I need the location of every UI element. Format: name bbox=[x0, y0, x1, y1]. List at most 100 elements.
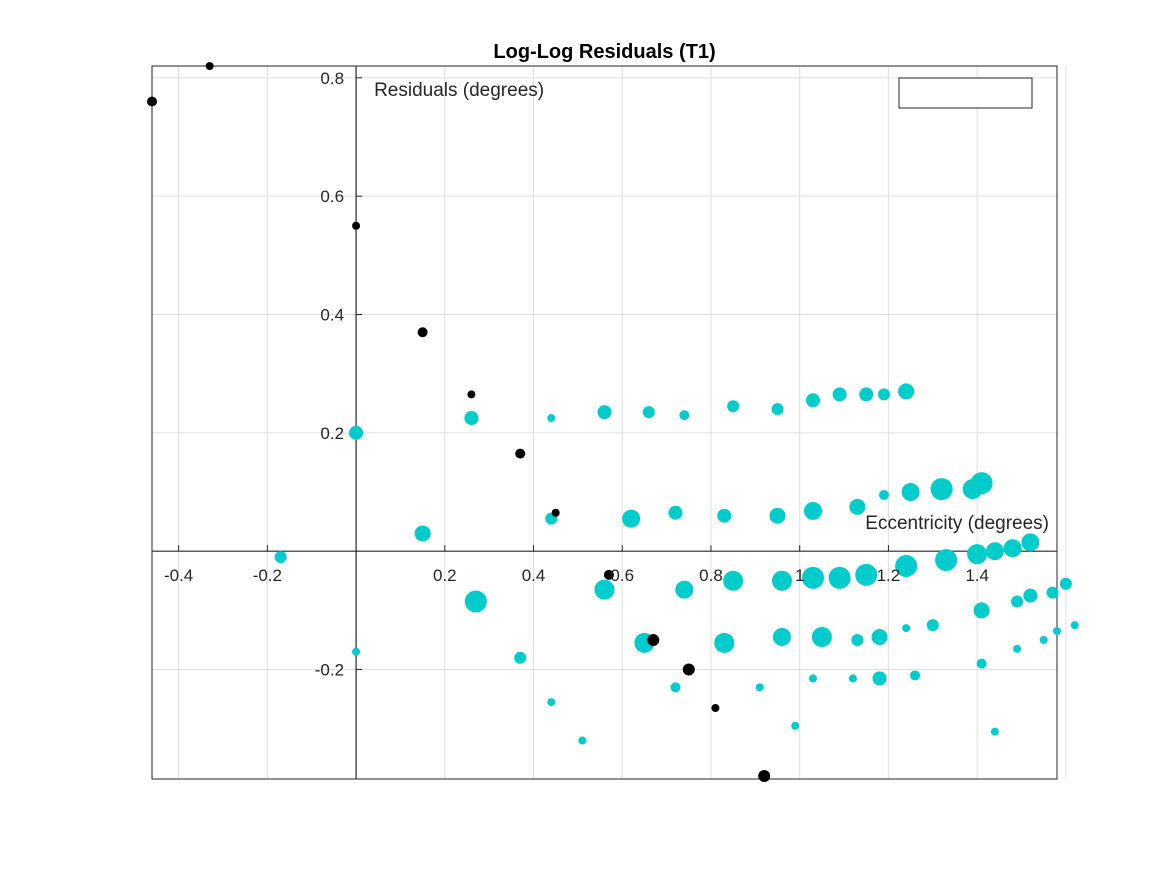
cyan-data-point bbox=[547, 414, 556, 423]
black-data-point bbox=[551, 508, 560, 517]
cyan-data-point bbox=[464, 411, 479, 426]
cyan-data-point bbox=[349, 425, 364, 440]
cyan-data-point bbox=[811, 626, 832, 647]
y-tick-label: 0.4 bbox=[320, 306, 344, 325]
black-data-point bbox=[603, 569, 614, 580]
cyan-data-point bbox=[848, 674, 857, 683]
cyan-data-point bbox=[514, 651, 527, 664]
cyan-data-point bbox=[832, 387, 847, 402]
black-data-point bbox=[205, 62, 214, 70]
cyan-data-point bbox=[930, 478, 953, 501]
data-points bbox=[147, 62, 1079, 783]
cyan-data-point bbox=[771, 403, 784, 416]
cyan-data-point bbox=[1039, 635, 1048, 644]
y-tick-label: 0.8 bbox=[320, 69, 344, 88]
black-data-point bbox=[682, 663, 695, 676]
cyan-data-point bbox=[414, 525, 431, 542]
black-data-point bbox=[467, 390, 476, 399]
cyan-data-point bbox=[804, 501, 823, 520]
cyan-data-point bbox=[464, 590, 487, 613]
cyan-data-point bbox=[714, 632, 735, 653]
x-tick-label: 0.8 bbox=[699, 566, 723, 585]
cyan-data-point bbox=[970, 472, 993, 495]
cyan-data-point bbox=[772, 627, 791, 646]
y-tick-label: 0.6 bbox=[320, 187, 344, 206]
black-data-point bbox=[711, 703, 720, 712]
cyan-data-point bbox=[828, 566, 851, 589]
x-axis-label: Eccentricity (degrees) bbox=[865, 513, 1049, 534]
x-tick-label: 1.2 bbox=[877, 566, 901, 585]
cyan-data-point bbox=[859, 387, 874, 402]
cyan-data-point bbox=[1070, 621, 1079, 630]
x-tick-label: 0.2 bbox=[433, 566, 457, 585]
black-data-point bbox=[647, 633, 660, 646]
cyan-data-point bbox=[1059, 577, 1072, 590]
cyan-data-point bbox=[791, 721, 800, 730]
cyan-data-point bbox=[967, 544, 988, 565]
cyan-data-point bbox=[642, 406, 655, 419]
cyan-data-point bbox=[878, 489, 889, 500]
cyan-data-point bbox=[877, 388, 890, 401]
x-tick-label: 1 bbox=[795, 566, 804, 585]
cyan-data-point bbox=[547, 698, 556, 707]
plot-box bbox=[151, 65, 1058, 780]
x-tick-label: -0.2 bbox=[253, 566, 282, 585]
cyan-data-point bbox=[622, 509, 641, 528]
cyan-data-point bbox=[668, 505, 683, 520]
cyan-data-point bbox=[771, 570, 792, 591]
cyan-data-point bbox=[755, 683, 764, 692]
cyan-data-point bbox=[809, 674, 818, 683]
cyan-data-point bbox=[926, 619, 939, 632]
cyan-data-point bbox=[594, 579, 615, 600]
cyan-data-point bbox=[679, 410, 690, 421]
cyan-data-point bbox=[855, 563, 878, 586]
chart-title: Log-Log Residuals (T1) bbox=[493, 41, 715, 63]
cyan-data-point bbox=[597, 405, 612, 420]
axes bbox=[152, 66, 1057, 779]
cyan-data-point bbox=[849, 498, 866, 515]
cyan-data-point bbox=[1003, 539, 1022, 558]
cyan-data-point bbox=[1013, 644, 1022, 653]
cyan-data-point bbox=[717, 508, 732, 523]
cyan-data-point bbox=[990, 727, 999, 736]
tick-labels: -0.4 -0.2 0.2 0.4 0.6 0.8 1 1.2 1.4 -0.2 0.2 0.4 0.6… bbox=[164, 69, 989, 680]
cyan-data-point bbox=[769, 507, 786, 524]
cyan-data-point bbox=[1046, 586, 1059, 599]
cyan-data-point bbox=[1053, 627, 1061, 636]
x-tick-label: -0.4 bbox=[164, 566, 193, 585]
cyan-data-point bbox=[895, 554, 918, 577]
cyan-data-point bbox=[578, 736, 587, 745]
cyan-data-point bbox=[910, 670, 921, 681]
y-tick-label: -0.2 bbox=[315, 661, 344, 680]
cyan-data-point bbox=[274, 551, 287, 564]
cyan-data-point bbox=[352, 647, 361, 656]
cyan-data-point bbox=[675, 580, 694, 599]
cyan-data-point bbox=[902, 624, 911, 633]
cyan-data-point bbox=[802, 566, 825, 589]
y-tick-label: 0.2 bbox=[320, 424, 344, 443]
cyan-data-point bbox=[851, 633, 864, 646]
cyan-data-point bbox=[973, 602, 990, 619]
cyan-data-point bbox=[670, 682, 681, 693]
black-data-point bbox=[352, 221, 361, 230]
x-tick-label: 1.4 bbox=[965, 566, 989, 585]
black-data-point bbox=[515, 448, 526, 459]
cyan-data-point bbox=[806, 393, 821, 408]
cyan-data-point bbox=[935, 549, 958, 572]
cyan-data-point bbox=[1023, 588, 1038, 603]
black-data-point bbox=[758, 770, 771, 783]
cyan-data-point bbox=[985, 542, 1004, 561]
cyan-data-point bbox=[976, 658, 987, 669]
cyan-data-point bbox=[1011, 595, 1024, 608]
cyan-data-point bbox=[727, 400, 740, 413]
grid-lines bbox=[152, 66, 1067, 779]
x-tick-label: 0.4 bbox=[522, 566, 546, 585]
cyan-data-point bbox=[898, 383, 915, 400]
y-axis-label: Residuals (degrees) bbox=[374, 80, 544, 101]
legend-box[interactable] bbox=[898, 77, 1033, 109]
cyan-data-point bbox=[901, 483, 920, 502]
cyan-data-point bbox=[872, 671, 887, 686]
cyan-data-point bbox=[1021, 533, 1040, 552]
